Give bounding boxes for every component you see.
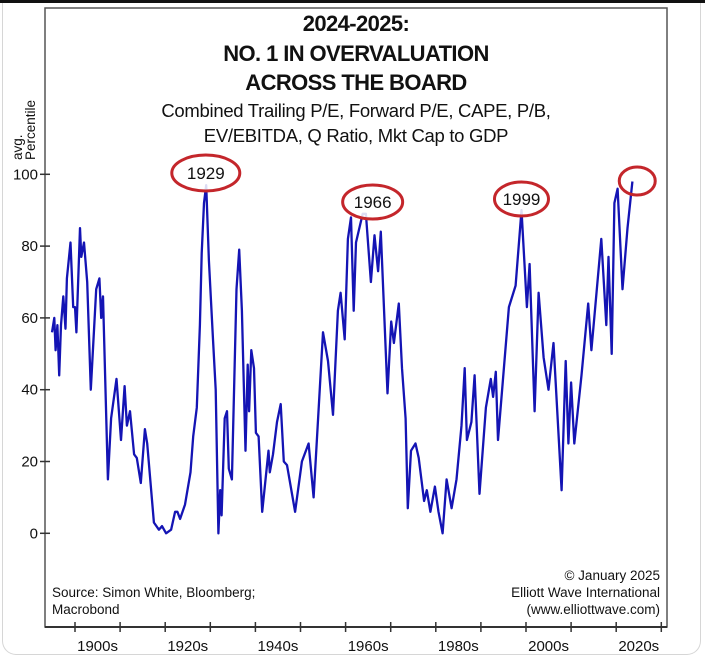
source-line-1: Source: Simon White, Bloomberg;: [52, 585, 255, 600]
series-line: [50, 181, 634, 535]
x-tick-label: 2020s: [618, 638, 659, 655]
y-tick-label: 60: [21, 310, 38, 327]
credit-line-1: © January 2025: [564, 568, 660, 583]
x-tick-label: 1940s: [258, 638, 299, 655]
x-tick-label: 1900s: [77, 638, 118, 655]
annotation-1999: 1999: [492, 180, 550, 218]
y-axis-label-line-2: Percentile: [23, 100, 38, 160]
top-bar: [0, 0, 705, 3]
annotation-current: [617, 165, 657, 197]
annotation-circle: [170, 153, 242, 193]
chart-title-line-1: NO. 1 IN OVERVALUATION: [223, 41, 489, 66]
y-tick-label: 0: [30, 525, 38, 542]
annotation-label: 1966: [354, 193, 392, 212]
y-tick-label: 20: [21, 454, 38, 471]
credit-line-3: (www.elliottwave.com): [526, 602, 660, 617]
source-line-2: Macrobond: [52, 602, 120, 617]
annotation-circle: [617, 165, 657, 197]
image-card: [2, 3, 701, 655]
annotation-1966: 1966: [341, 183, 405, 221]
credit-line-2: Elliott Wave International: [511, 585, 660, 600]
annotation-label: 1929: [187, 164, 225, 183]
y-axis-label-line-1: avg.: [10, 134, 25, 160]
x-tick-label: 2000s: [528, 638, 569, 655]
y-tick-label: 80: [21, 238, 38, 255]
x-tick-label: 1960s: [348, 638, 389, 655]
annotation-circle: [492, 180, 550, 218]
x-tick-label: 1980s: [438, 638, 479, 655]
chart-title-line-2: ACROSS THE BOARD: [245, 70, 466, 95]
chart-subtitle-line-1: Combined Trailing P/E, Forward P/E, CAPE…: [161, 100, 550, 121]
chart-subtitle-line-2: EV/EBITDA, Q Ratio, Mkt Cap to GDP: [204, 125, 508, 146]
y-tick-label: 40: [21, 382, 38, 399]
annotation-circle: [341, 183, 405, 221]
chart-title: 2024-2025:: [303, 11, 410, 36]
annotation-1929: 1929: [170, 153, 242, 193]
x-tick-label: 1920s: [167, 638, 208, 655]
annotation-label: 1999: [503, 190, 541, 209]
y-tick-label: 100: [13, 166, 38, 183]
